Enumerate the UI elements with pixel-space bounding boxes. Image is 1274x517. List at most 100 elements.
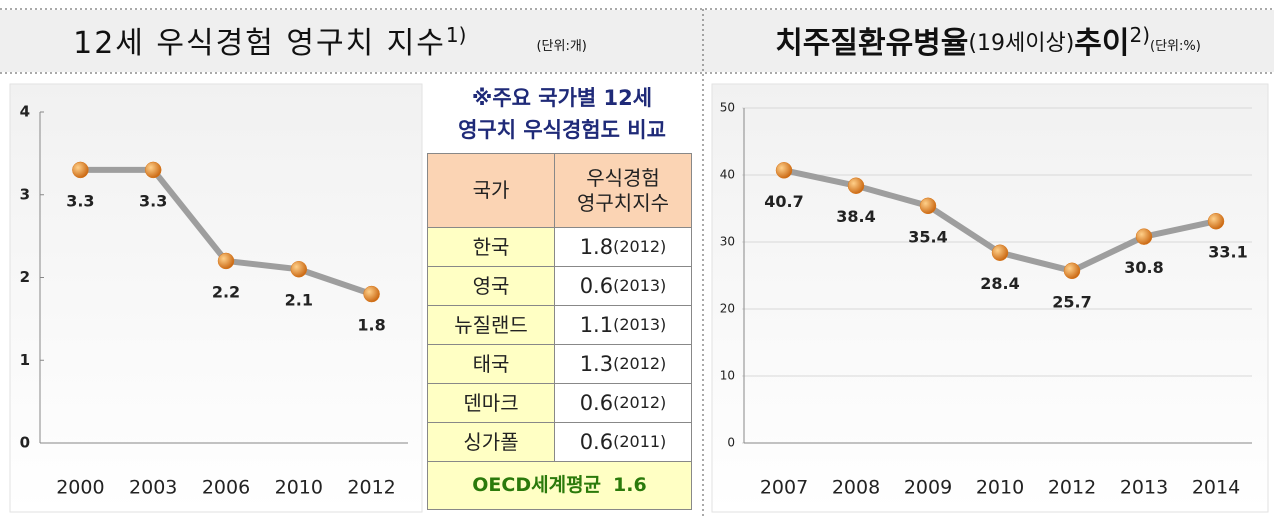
value-cell: 1.1 (2013) — [554, 305, 692, 345]
cell-text: 0.6 — [579, 390, 614, 415]
data-label: 25.7 — [1052, 292, 1091, 311]
title-part: (19세이상) — [968, 31, 1074, 56]
cell-text: 0.6 — [579, 273, 614, 298]
marker — [1063, 262, 1081, 280]
chart-title: 12세 우식경험 영구치 지수1) (단위:개) — [73, 23, 587, 61]
table-title: 영구치 우식경험도 비교 — [458, 118, 666, 142]
y-tick-label: 0 — [20, 434, 30, 452]
cell-text: 한국 — [472, 234, 510, 259]
title-part: (단위:%) — [1150, 39, 1201, 54]
marker — [290, 260, 308, 278]
value-cell: 1.3 (2012) — [554, 344, 692, 384]
cell-text: (2012) — [613, 237, 667, 256]
value-cell: 0.6 (2013) — [554, 266, 692, 306]
data-label: 2.2 — [212, 282, 240, 301]
marker — [217, 252, 235, 270]
x-tick-label: 2013 — [1120, 477, 1168, 499]
marker — [919, 197, 937, 215]
title-part: 치주질환유병율 — [775, 26, 968, 61]
table-title: ※주요 국가별 12세 — [471, 86, 653, 110]
data-label: 38.4 — [836, 207, 875, 226]
x-tick-label: 2006 — [202, 477, 250, 499]
x-tick-label: 2010 — [976, 477, 1024, 499]
country-cell: 덴마크 — [427, 383, 555, 423]
x-tick-label: 2003 — [129, 477, 177, 499]
cell-text: 싱가폴 — [463, 429, 519, 454]
x-tick-label: 2012 — [1048, 477, 1096, 499]
cell-text: 우식경험 — [586, 165, 660, 190]
value-cell: 1.8 (2012) — [554, 227, 692, 267]
cell-text: 뉴질랜드 — [454, 312, 528, 337]
cell-text: (2012) — [613, 393, 667, 412]
value-cell: 0.6 (2011) — [554, 422, 692, 462]
title-part: (단위:개) — [536, 39, 586, 54]
data-label: 35.4 — [908, 227, 947, 246]
y-tick-label: 3 — [20, 185, 30, 203]
marker — [1135, 228, 1153, 245]
cell-text: 태국 — [472, 351, 510, 376]
title-part: 1) — [446, 23, 467, 47]
chart-panel — [711, 83, 1269, 513]
header-band — [0, 10, 1274, 72]
country-cell: 영국 — [427, 266, 555, 306]
x-tick-label: 2012 — [347, 477, 395, 499]
marker — [144, 161, 162, 179]
footer-cell: OECD세계평균 1.6 — [427, 461, 692, 510]
cell-text: 영구치지수 — [577, 190, 669, 215]
marker — [363, 285, 380, 303]
cell-text: 1.3 — [579, 351, 614, 376]
country-cell: 태국 — [427, 344, 555, 384]
x-tick-label: 2009 — [904, 477, 952, 499]
cell-text: 덴마크 — [463, 390, 519, 415]
data-label: 30.8 — [1124, 258, 1163, 277]
marker — [72, 161, 89, 179]
y-tick-label: 20 — [720, 302, 735, 316]
country-cell: 싱가폴 — [427, 422, 555, 462]
cell-text: 1.1 — [579, 312, 614, 337]
cell-text: 0.6 — [579, 429, 614, 454]
marker — [991, 244, 1009, 261]
marker — [1207, 212, 1225, 230]
data-label: 1.8 — [357, 316, 385, 335]
cell-text: (2013) — [613, 276, 667, 295]
cell-text: 1.6 — [613, 473, 647, 496]
x-tick-label: 2007 — [760, 477, 808, 499]
country-cell: 한국 — [427, 227, 555, 267]
x-tick-label: 2014 — [1192, 477, 1240, 499]
y-tick-label: 0 — [727, 436, 735, 450]
data-label: 3.3 — [139, 191, 167, 210]
x-tick-label: 2010 — [275, 477, 323, 499]
data-label: 28.4 — [980, 274, 1019, 293]
data-label: 3.3 — [66, 191, 94, 210]
value-cell: 0.6 (2012) — [554, 383, 692, 423]
x-tick-label: 2000 — [56, 477, 104, 499]
cell-text: OECD세계평균 — [472, 473, 602, 496]
x-tick-label: 2008 — [832, 477, 880, 499]
chart-panel — [9, 83, 423, 513]
title-part: 2) — [1129, 23, 1150, 47]
chart-title: 치주질환유병율(19세이상)추이2)(단위:%) — [775, 23, 1201, 61]
data-label: 33.1 — [1208, 243, 1247, 262]
y-tick-label: 2 — [20, 268, 30, 286]
y-tick-label: 40 — [720, 168, 735, 182]
y-tick-label: 10 — [720, 369, 735, 383]
country-cell: 뉴질랜드 — [427, 305, 555, 345]
header-cell: 우식경험 영구치지수 — [554, 153, 692, 228]
cell-text: 영국 — [472, 273, 510, 298]
cell-text: 1.8 — [579, 234, 614, 259]
y-tick-label: 50 — [720, 101, 735, 115]
y-tick-label: 4 — [20, 103, 30, 121]
title-part: 추이 — [1074, 26, 1129, 61]
cell-text: (2013) — [613, 315, 667, 334]
y-tick-label: 30 — [720, 235, 735, 249]
marker — [847, 177, 865, 194]
title-part: 12세 우식경험 영구치 지수 — [73, 26, 446, 61]
cell-text: (2011) — [613, 432, 667, 451]
data-label: 40.7 — [764, 192, 803, 211]
cell-text: 국가 — [472, 178, 510, 202]
header-cell: 국가 — [427, 153, 555, 228]
y-tick-label: 1 — [20, 351, 30, 369]
cell-text: (2012) — [613, 354, 667, 373]
